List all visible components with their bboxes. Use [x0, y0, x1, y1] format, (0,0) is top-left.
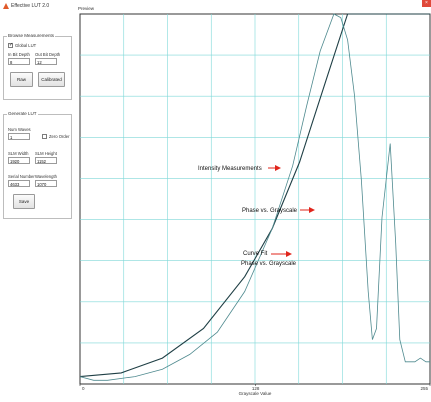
annotation-intensity: Intensity Measurements — [198, 166, 262, 172]
slm-width-label: SLM Width — [8, 151, 29, 156]
global-lut-checkbox[interactable]: ✓ — [8, 43, 13, 48]
grid-lines — [80, 14, 430, 384]
serial-number-field[interactable]: 4633 — [8, 180, 30, 187]
serial-number-label: Serial Number — [8, 174, 35, 179]
x-axis-label: Grayscale Value — [239, 391, 272, 396]
annotation-fit-line2: Phase vs. Grayscale — [241, 261, 297, 267]
slm-height-label: SLM Height — [35, 151, 57, 156]
num-waves-field[interactable]: 1 — [8, 133, 30, 140]
series-line-2 — [79, 13, 430, 381]
x-tick-label: 255 — [420, 386, 428, 391]
global-lut-label: Global LUT — [15, 43, 37, 48]
annotation-fit-line1: Curve Fit — [243, 251, 268, 257]
window-title: Effective LUT 2.0 — [11, 3, 50, 9]
out-bit-depth-field[interactable]: 12 — [35, 58, 57, 65]
series-line-1 — [79, 13, 430, 378]
app-icon — [3, 3, 9, 9]
preview-plot: 0 128 255 Grayscale Value Intensity Measur… — [78, 12, 431, 400]
raw-button[interactable]: Raw — [10, 72, 33, 87]
num-waves-label: Num Waves — [8, 127, 31, 132]
out-bit-depth-label: Out Bit Depth — [35, 52, 61, 57]
in-bit-depth-label: In Bit Depth — [8, 52, 30, 57]
x-tick-label: 128 — [252, 386, 260, 391]
global-lut-checkmark: ✓ — [9, 42, 14, 48]
calibrated-button[interactable]: Calibrated — [38, 72, 65, 87]
wavelength-field[interactable]: 1070 — [35, 180, 57, 187]
in-bit-depth-field[interactable]: 8 — [8, 58, 30, 65]
generate-lut-group: Generate LUT Num Waves 1 Zero Order SLM … — [3, 111, 72, 219]
annotation-phase: Phase vs. Grayscale — [242, 208, 298, 214]
zero-order-checkbox[interactable] — [42, 134, 47, 139]
save-button[interactable]: Save — [13, 194, 35, 209]
x-axis-ticks: 0 128 255 — [79, 384, 431, 391]
zero-order-label: Zero Order — [49, 134, 70, 139]
slm-width-field[interactable]: 1920 — [8, 157, 30, 164]
title-bar: Effective LUT 2.0 × — [0, 0, 431, 12]
wavelength-label: Wavelength — [35, 174, 57, 179]
browse-measurements-title: Browse Measurements — [7, 33, 56, 38]
preview-label: Preview — [78, 6, 95, 11]
chart-svg: 0 128 255 Grayscale Value Intensity Measur… — [79, 13, 431, 396]
browse-measurements-group: Browse Measurements ✓ Global LUT In Bit … — [3, 33, 72, 100]
series-lines — [79, 13, 430, 381]
generate-lut-title: Generate LUT — [7, 111, 38, 116]
slm-height-field[interactable]: 1152 — [35, 157, 57, 164]
close-button[interactable]: × — [422, 0, 431, 7]
x-tick-label: 0 — [82, 386, 85, 391]
